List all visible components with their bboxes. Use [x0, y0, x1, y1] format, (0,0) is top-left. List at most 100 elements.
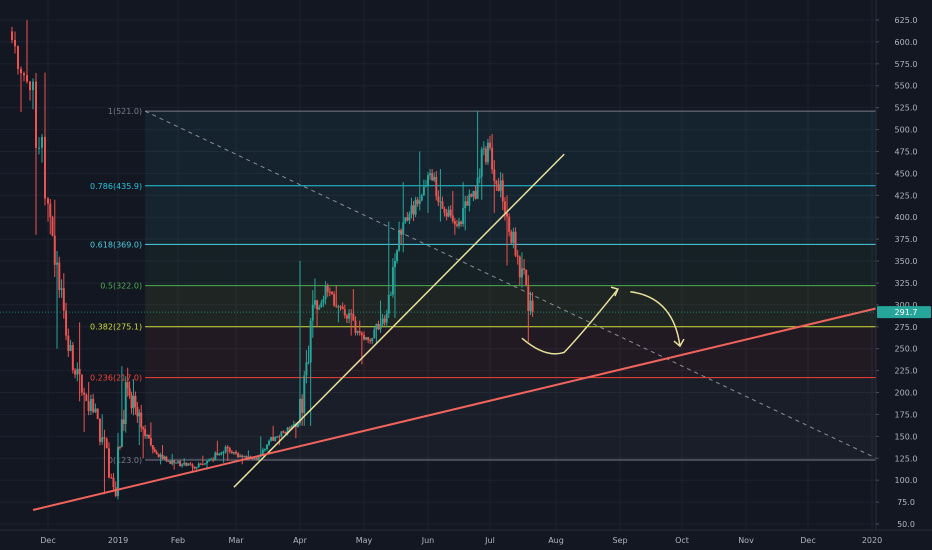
- candle-body: [270, 437, 273, 441]
- candle-body: [110, 477, 113, 479]
- candle-body: [462, 208, 465, 224]
- price-axis-tick-label: 325.0: [895, 279, 918, 288]
- candle-body: [371, 338, 374, 342]
- candle-body: [167, 460, 170, 462]
- candle-body: [443, 208, 446, 213]
- current-price-label: 291.7: [895, 308, 918, 317]
- fib-level-label: 0.5(322.0): [100, 282, 142, 291]
- price-axis-tick-label: 300.0: [895, 301, 918, 310]
- candle-body: [261, 449, 264, 454]
- candle-body: [280, 431, 283, 437]
- price-axis-tick-label: 275.0: [895, 323, 918, 332]
- candle-body: [80, 374, 83, 393]
- candle-body: [272, 437, 275, 441]
- candle-body: [83, 392, 86, 395]
- price-axis-tick-label: 475.0: [895, 147, 918, 156]
- candlestick-series: [11, 20, 534, 500]
- candle-body: [58, 262, 61, 290]
- forecast-path-up[interactable]: [521, 288, 619, 355]
- fib-zone: [145, 111, 880, 186]
- forecast-path-down[interactable]: [630, 290, 681, 347]
- candle-body: [512, 231, 515, 243]
- candle-body: [288, 427, 291, 429]
- candle-body: [427, 175, 429, 186]
- candle-body: [420, 195, 423, 201]
- candle-body: [107, 448, 110, 478]
- candle-body: [480, 149, 483, 177]
- candle-body: [60, 288, 63, 290]
- time-axis-tick-label: Dec: [800, 536, 815, 545]
- candle-body: [157, 454, 160, 457]
- candle-body: [122, 419, 125, 425]
- candle-body: [523, 268, 526, 270]
- candle-body: [136, 406, 139, 417]
- candle-body: [253, 458, 256, 460]
- candle-body: [328, 291, 331, 293]
- candle-body: [179, 461, 182, 467]
- candle-body: [96, 408, 99, 419]
- candle-body: [212, 459, 215, 461]
- candle-body: [389, 294, 392, 296]
- candle-body: [284, 431, 287, 434]
- price-axis-tick-label: 100.0: [895, 476, 918, 485]
- candle-body: [146, 434, 149, 436]
- candle-body: [318, 307, 321, 310]
- fib-level-label: 0.786(435.9): [90, 182, 142, 191]
- candle-body: [404, 217, 407, 223]
- candle-body: [138, 412, 141, 417]
- candle-body: [412, 205, 415, 215]
- price-axis-tick-label: 50.0: [897, 520, 915, 529]
- support-trend-line[interactable]: [32, 306, 881, 511]
- candle-body: [514, 231, 517, 256]
- candle-body: [226, 446, 229, 449]
- candle-body: [87, 401, 90, 411]
- rising-trend-line[interactable]: [233, 153, 565, 488]
- candle-body: [387, 294, 390, 314]
- chart-drawings[interactable]: [32, 110, 881, 511]
- candle-body: [147, 434, 150, 439]
- candle-body: [153, 449, 156, 453]
- candle-body: [263, 449, 266, 451]
- candle-body: [67, 335, 70, 351]
- candle-body: [224, 446, 227, 453]
- candle-body: [181, 464, 184, 467]
- candle-body: [497, 184, 500, 191]
- candle-body: [175, 462, 178, 464]
- candle-body: [363, 335, 365, 340]
- candle-body: [274, 436, 277, 441]
- time-axis[interactable]: Dec 2019 Feb Mar Apr May Jun Jul Aug Sep Oct Nov Dec…: [0, 529, 932, 550]
- candle-body: [142, 427, 145, 430]
- candle-body: [416, 199, 419, 205]
- candle-body: [439, 201, 442, 203]
- price-axis-tick-label: 600.0: [895, 38, 918, 47]
- price-axis-tick-label: 625.0: [895, 16, 918, 25]
- candle-body: [458, 221, 460, 226]
- candle-body: [472, 190, 475, 197]
- candle-body: [341, 306, 344, 310]
- candle-body: [486, 142, 489, 163]
- candle-body: [183, 462, 186, 465]
- candle-body: [379, 324, 382, 330]
- candle-body: [435, 176, 438, 197]
- candle-body: [241, 455, 244, 457]
- candle-body: [470, 194, 473, 197]
- candle-body: [173, 460, 176, 463]
- candle-body: [429, 173, 432, 176]
- candle-body: [201, 464, 204, 466]
- candle-body: [369, 339, 372, 342]
- candle-body: [396, 250, 399, 261]
- candle-body: [35, 81, 37, 148]
- candle-body: [105, 438, 108, 449]
- candle-body: [449, 209, 452, 216]
- candle-body: [348, 313, 351, 319]
- candle-body: [187, 463, 190, 466]
- price-axis-tick-label: 450.0: [895, 169, 918, 178]
- candle-body: [303, 375, 306, 413]
- fib-level-label: 0.618(369.0): [90, 240, 142, 249]
- candle-body: [441, 201, 444, 209]
- time-axis-background: [0, 530, 932, 550]
- candle-body: [360, 333, 363, 336]
- candle-body: [476, 178, 479, 199]
- price-axis[interactable]: 50.0 75.0 100.0 125.0 150.0 175.0 200.0 225.0 25…: [875, 0, 932, 550]
